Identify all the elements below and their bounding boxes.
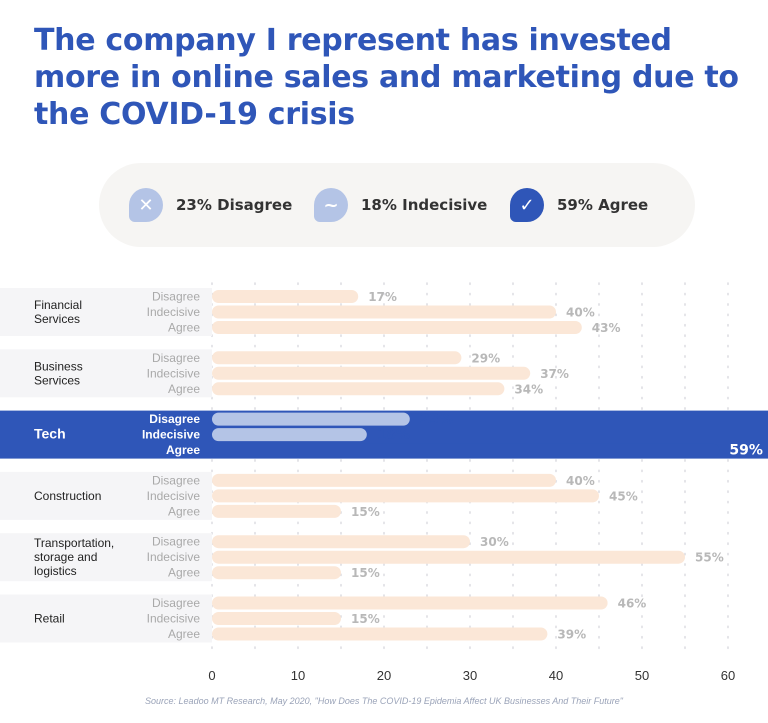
category-label: logistics (34, 564, 77, 578)
series-label: Agree (168, 382, 200, 396)
data-label: 39% (557, 628, 586, 642)
bar (212, 566, 341, 580)
source-note: Source: Leadoo MT Research, May 2020, "H… (145, 696, 623, 706)
data-label: 40% (566, 306, 595, 320)
series-label: Indecisive (147, 612, 201, 626)
series-label: Agree (168, 566, 200, 580)
series-label: Indecisive (147, 366, 201, 380)
bar (212, 321, 582, 334)
series-label: Disagree (152, 290, 200, 304)
series-label: Disagree (149, 412, 200, 426)
category-label: Transportation, (34, 536, 114, 550)
series-label: Disagree (152, 535, 200, 549)
bar (212, 627, 548, 641)
data-label: 59% (729, 443, 763, 459)
bar (212, 596, 608, 610)
x-tick-label: 10 (291, 668, 305, 683)
category-label: Services (34, 373, 80, 387)
bar (212, 382, 505, 396)
category-label: Financial (34, 298, 82, 312)
legend-item-agree: ✓ 59% Agree (510, 187, 648, 223)
bar (212, 473, 556, 487)
legend-item-disagree: ✕ 23% Disagree (129, 187, 292, 223)
legend-label: 59% Agree (557, 196, 649, 214)
series-label: Agree (168, 627, 200, 641)
legend-item-indecisive: ~ 18% Indecisive (314, 187, 487, 223)
category-label: Construction (34, 489, 101, 503)
data-label: 45% (609, 489, 638, 503)
series-label: Disagree (152, 473, 200, 487)
legend: ✕ 23% Disagree ~ 18% Indecisive ✓ 59% Ag… (99, 163, 695, 247)
data-label: 15% (351, 505, 380, 519)
bar (212, 489, 599, 503)
series-label: Indecisive (142, 428, 200, 442)
series-label: Indecisive (147, 550, 201, 564)
row-band (0, 349, 212, 398)
data-label: 34% (514, 382, 543, 396)
x-tick-label: 30 (463, 668, 477, 683)
category-label: Services (34, 312, 80, 326)
series-label: Disagree (152, 351, 200, 365)
legend-label: 18% Indecisive (361, 196, 488, 214)
data-label: 40% (566, 474, 595, 488)
series-label: Agree (168, 321, 200, 335)
series-label: Disagree (152, 596, 200, 610)
bar (212, 290, 359, 303)
bar (212, 443, 720, 457)
data-label: 15% (351, 566, 380, 580)
bar (212, 305, 556, 319)
data-label: 55% (695, 551, 724, 565)
data-label: 37% (540, 367, 569, 381)
category-label: storage and (34, 550, 97, 564)
x-tick-label: 0 (208, 668, 215, 683)
check-icon: ✓ (510, 188, 544, 222)
x-tick-label: 20 (377, 668, 391, 683)
data-label: 18% (377, 427, 411, 443)
row-band (0, 288, 212, 336)
bar (212, 428, 367, 442)
chart-title: The company I represent has invested mor… (34, 23, 739, 132)
row-band (0, 471, 212, 520)
bar (212, 612, 341, 625)
row-band (0, 533, 212, 582)
series-label: Indecisive (147, 489, 201, 503)
x-tick-label: 40 (549, 668, 563, 683)
bar (212, 504, 341, 518)
category-label: Business (34, 359, 83, 373)
data-label: 17% (368, 290, 397, 304)
category-label: Tech (34, 426, 66, 442)
x-tick-label: 60 (721, 668, 735, 683)
data-label: 29% (471, 351, 500, 365)
tilde-icon: ~ (314, 188, 348, 222)
bar (212, 412, 410, 426)
bar (212, 366, 531, 380)
bar (212, 550, 685, 564)
data-label: 15% (351, 612, 380, 626)
data-label: 46% (618, 597, 647, 611)
series-label: Indecisive (147, 305, 201, 319)
bar (212, 535, 470, 549)
data-label: 30% (480, 535, 509, 549)
row-band (0, 594, 212, 643)
series-label: Agree (168, 504, 200, 518)
category-label: Retail (34, 612, 65, 626)
legend-label: 23% Disagree (176, 196, 293, 214)
data-label: 23% (420, 412, 454, 428)
x-tick-label: 50 (635, 668, 649, 683)
data-label: 43% (592, 321, 621, 335)
x-icon: ✕ (129, 188, 163, 222)
series-label: Agree (166, 443, 200, 457)
bar (212, 351, 462, 365)
